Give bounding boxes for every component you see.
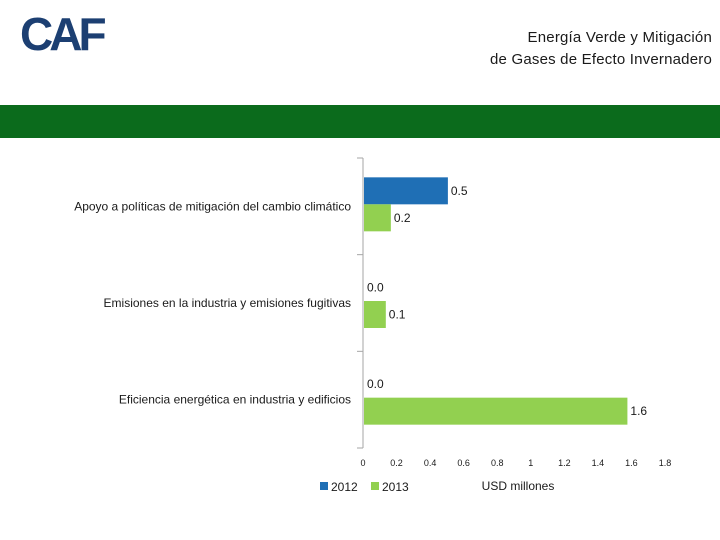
bar-value-label: 0.5 — [451, 184, 468, 198]
page-title: Energía Verde y Mitigación de Gases de E… — [490, 27, 712, 71]
x-tick-labels: 0 0.2 0.4 0.6 0.8 1 1.2 1.4 1.6 1.8 — [360, 458, 671, 468]
category-label: Apoyo a políticas de mitigación del camb… — [74, 199, 351, 213]
bar-value-label: 0.2 — [394, 211, 411, 225]
x-tick-label: 0.6 — [457, 458, 470, 468]
x-tick-label: 0.8 — [491, 458, 504, 468]
bar-2013-1 — [364, 204, 391, 232]
chart-bars — [364, 177, 628, 425]
logo-text: CAF — [20, 10, 105, 56]
bar-chart: Apoyo a políticas de mitigación del camb… — [74, 157, 671, 494]
legend-swatch — [320, 482, 328, 490]
bar-2013-2 — [364, 301, 386, 328]
legend-label: 2013 — [382, 480, 409, 494]
chart-axes — [357, 157, 364, 449]
caf-logo: CAF — [20, 10, 109, 56]
legend-swatch — [371, 482, 379, 490]
x-tick-label: 1.6 — [625, 458, 638, 468]
bar-2013-3 — [364, 397, 628, 425]
x-axis-label: USD millones — [482, 479, 555, 493]
category-label: Eficiencia energética en industria y edi… — [119, 393, 351, 407]
bar-value-label: 0.0 — [367, 377, 384, 391]
bar-2012-1 — [364, 177, 448, 205]
category-labels: Apoyo a políticas de mitigación del camb… — [74, 199, 351, 406]
title-line-2: de Gases de Efecto Invernadero — [490, 51, 712, 68]
x-tick-label: 1.2 — [558, 458, 571, 468]
x-tick-label: 0.2 — [390, 458, 403, 468]
x-tick-label: 0 — [360, 458, 365, 468]
bar-value-label: 1.6 — [630, 404, 647, 418]
x-tick-label: 0.4 — [424, 458, 437, 468]
bar-value-label: 0.0 — [367, 281, 384, 295]
header-band — [0, 105, 720, 138]
x-tick-label: 1.8 — [659, 458, 672, 468]
title-line-1: Energía Verde y Mitigación — [527, 29, 712, 46]
bar-value-label: 0.1 — [389, 308, 406, 322]
bar-value-labels: 0.5 0.2 0.0 0.1 0.0 1.6 — [367, 184, 647, 418]
category-label: Emisiones en la industria y emisiones fu… — [104, 296, 351, 310]
chart-legend: 2012 2013 — [320, 480, 409, 494]
x-tick-label: 1.4 — [592, 458, 605, 468]
legend-label: 2012 — [331, 480, 358, 494]
x-tick-label: 1 — [528, 458, 533, 468]
